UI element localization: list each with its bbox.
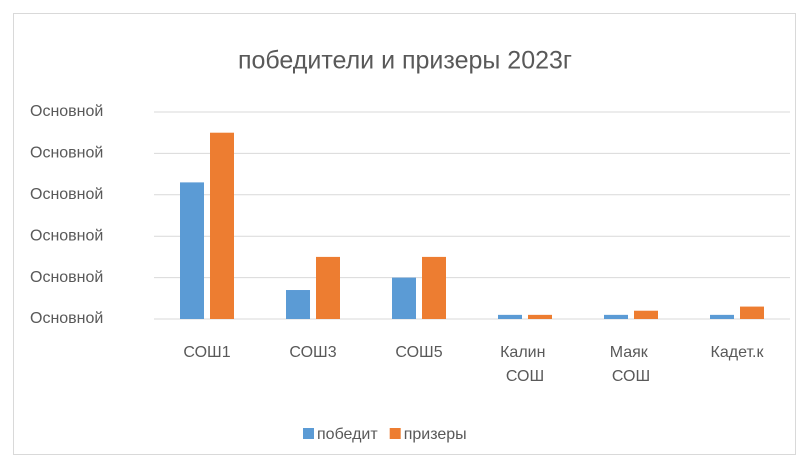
x-tick-label: СОШ3: [289, 344, 336, 361]
y-tick-label: Основной: [30, 269, 103, 286]
bar: [528, 314, 552, 319]
legend-label: призеры: [404, 426, 467, 443]
y-tick-label: Основной: [30, 310, 103, 327]
bar: [740, 306, 764, 319]
chart-title: победители и призеры 2023г: [238, 47, 572, 75]
bar: [422, 256, 446, 319]
x-tick-label: Кадет.к: [711, 344, 765, 361]
y-tick-label: Основной: [30, 103, 103, 120]
bar: [316, 256, 340, 319]
chart-frame: [13, 13, 796, 455]
legend-label: победит: [317, 426, 378, 443]
bar: [604, 314, 628, 319]
x-tick-label: Маяк СОШ: [610, 344, 653, 385]
x-tick-label: СОШ5: [395, 344, 442, 361]
y-tick-label: Основной: [30, 227, 103, 244]
legend-swatch: [389, 428, 401, 439]
y-tick-label: Основной: [30, 145, 103, 162]
bar: [286, 290, 310, 319]
y-tick-label: Основной: [30, 186, 103, 203]
x-tick-label: Калин СОШ: [500, 344, 550, 385]
bar: [392, 277, 416, 319]
bar: [634, 310, 658, 319]
bar: [710, 314, 734, 319]
bar: [180, 182, 204, 319]
legend-swatch: [303, 428, 314, 439]
bar: [498, 314, 522, 319]
bar: [210, 132, 234, 319]
x-tick-label: СОШ1: [183, 344, 230, 361]
